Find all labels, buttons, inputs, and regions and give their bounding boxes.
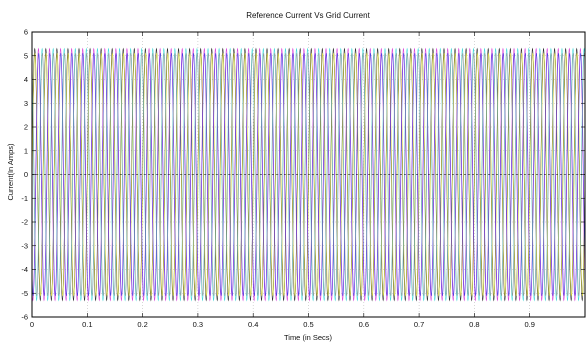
plot-area xyxy=(32,47,585,302)
y-tick-label: -4 xyxy=(21,265,28,274)
x-axis-label: Time (in Secs) xyxy=(284,333,333,342)
y-tick-label: 3 xyxy=(24,99,28,108)
y-tick-label: 0 xyxy=(24,170,28,179)
axes-frame xyxy=(31,31,586,318)
y-tick-label: 6 xyxy=(24,28,28,37)
y-tick-label: -3 xyxy=(21,241,28,250)
series-line-4 xyxy=(32,52,585,297)
x-tick-label: 0.3 xyxy=(193,320,203,329)
x-tick-label: 0.9 xyxy=(524,320,534,329)
x-tick-label: 0.6 xyxy=(359,320,369,329)
y-tick-label: 4 xyxy=(24,75,28,84)
y-tick-label: 2 xyxy=(24,123,28,132)
x-tick-label: 0.5 xyxy=(303,320,313,329)
y-axis-label: Current(In Amps) xyxy=(6,143,15,201)
x-tick-label: 0.7 xyxy=(414,320,424,329)
series-line-6 xyxy=(32,52,585,297)
y-tick-label: -2 xyxy=(21,218,28,227)
x-tick-label: 0 xyxy=(30,320,34,329)
y-tick-label: -6 xyxy=(21,313,28,322)
x-tick-label: 0.4 xyxy=(248,320,258,329)
y-tick-label: 1 xyxy=(24,146,28,155)
x-tick-label: 0.1 xyxy=(82,320,92,329)
axis-ticks: 0 0.1 0.2 0.3 0.4 0.5 0.6 0.7 0.8 0.9 6 5 4 3 2 1 0 -1 -2 -… xyxy=(21,28,585,329)
y-tick-label: -1 xyxy=(21,194,28,203)
y-tick-label: -5 xyxy=(21,289,28,298)
series-line-5 xyxy=(32,52,585,297)
chart-title: Reference Current Vs Grid Current xyxy=(246,11,370,20)
y-tick-label: 5 xyxy=(24,51,28,60)
x-tick-label: 0.8 xyxy=(469,320,479,329)
x-tick-label: 0.2 xyxy=(137,320,147,329)
